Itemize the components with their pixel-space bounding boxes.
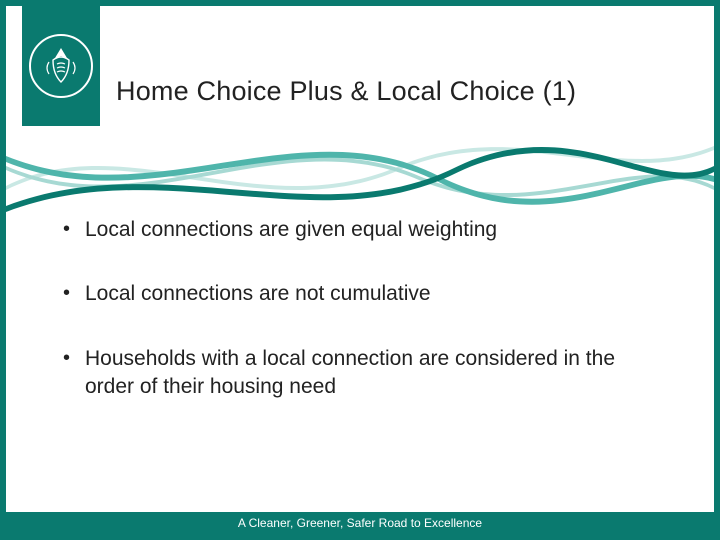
footer-text: A Cleaner, Greener, Safer Road to Excell… <box>238 516 482 530</box>
logo-badge <box>22 6 100 126</box>
bullet-list: Local connections are given equal weight… <box>61 216 659 401</box>
bullet-item: Households with a local connection are c… <box>61 345 659 402</box>
slide-container: Home Choice Plus & Local Choice (1) Loca… <box>0 0 720 540</box>
crest-svg <box>35 40 87 92</box>
bullet-item: Local connections are given equal weight… <box>61 216 659 244</box>
bullet-list-container: Local connections are given equal weight… <box>61 216 659 437</box>
footer-bar: A Cleaner, Greener, Safer Road to Excell… <box>6 512 714 534</box>
slide-title: Home Choice Plus & Local Choice (1) <box>116 76 694 107</box>
council-crest-icon <box>29 34 93 98</box>
bullet-item: Local connections are not cumulative <box>61 280 659 308</box>
